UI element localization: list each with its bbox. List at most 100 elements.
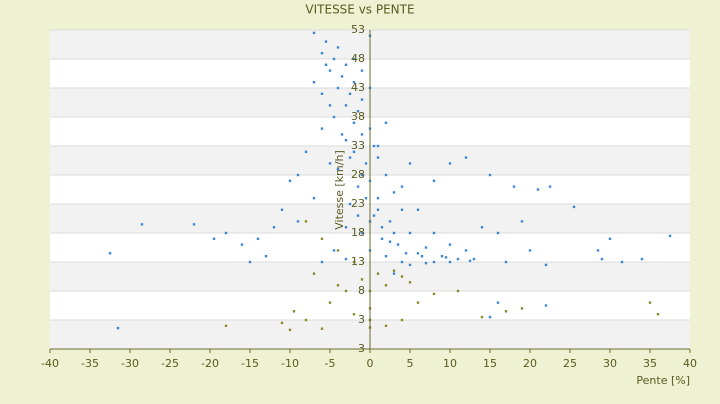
- point: [116, 326, 120, 330]
- point: [356, 185, 360, 188]
- point: [400, 260, 404, 264]
- point: [432, 231, 436, 235]
- point: [352, 150, 356, 153]
- point: [328, 104, 332, 107]
- x-tick-label: -15: [241, 357, 259, 370]
- point: [336, 249, 340, 252]
- point: [496, 301, 500, 304]
- point: [404, 252, 408, 255]
- point: [396, 243, 400, 246]
- point: [520, 220, 524, 223]
- point: [340, 75, 344, 78]
- y-tick-label: 38: [351, 110, 365, 123]
- point: [292, 310, 296, 313]
- x-tick-label: -25: [161, 357, 179, 370]
- point: [376, 144, 380, 148]
- point: [360, 278, 364, 281]
- x-tick-label: 15: [483, 357, 497, 370]
- point: [108, 252, 112, 255]
- x-tick-label: -20: [201, 357, 219, 370]
- point: [332, 115, 336, 119]
- y-tick-label: 13: [351, 255, 365, 268]
- point: [536, 188, 540, 191]
- point: [360, 173, 364, 177]
- y-tick-label: 48: [351, 52, 365, 65]
- point: [408, 231, 412, 235]
- point: [328, 162, 332, 165]
- point: [408, 162, 412, 165]
- point: [420, 255, 424, 258]
- axes: 338131823283338434853-40-35-30-25-20-15-…: [41, 23, 697, 370]
- point: [392, 272, 396, 275]
- point: [348, 202, 352, 206]
- point: [392, 191, 396, 194]
- point: [388, 220, 392, 223]
- point: [320, 52, 324, 55]
- point: [400, 318, 404, 322]
- point: [296, 220, 300, 223]
- point: [240, 243, 244, 246]
- point: [320, 260, 324, 264]
- point: [544, 263, 548, 267]
- point: [352, 81, 356, 84]
- point: [640, 257, 644, 261]
- y-tick-label: 43: [351, 81, 365, 94]
- point: [544, 304, 548, 307]
- point: [416, 208, 420, 211]
- point: [496, 231, 500, 235]
- point: [608, 237, 612, 240]
- point: [424, 246, 428, 249]
- point: [440, 255, 444, 258]
- point: [480, 315, 484, 319]
- point: [448, 162, 452, 165]
- point: [304, 220, 308, 223]
- point: [352, 57, 356, 61]
- point: [192, 223, 196, 226]
- point: [572, 205, 576, 209]
- x-tick-label: -40: [41, 357, 59, 370]
- x-tick-label: 5: [407, 357, 414, 370]
- point: [348, 156, 352, 159]
- point: [416, 301, 420, 304]
- point: [280, 208, 284, 211]
- x-tick-label: -30: [121, 357, 139, 370]
- x-tick-label: 30: [603, 357, 617, 370]
- point: [668, 234, 672, 238]
- point: [336, 46, 340, 49]
- point: [380, 237, 384, 240]
- point: [332, 249, 336, 252]
- point: [376, 272, 380, 275]
- point: [320, 127, 324, 130]
- point: [332, 57, 336, 61]
- point: [360, 231, 364, 235]
- point: [212, 237, 216, 240]
- point: [344, 257, 348, 261]
- x-tick-label: -35: [81, 357, 99, 370]
- point: [304, 318, 308, 322]
- x-tick-label: -10: [281, 357, 299, 370]
- point: [408, 263, 412, 267]
- point: [372, 144, 376, 148]
- point: [548, 185, 552, 188]
- point: [488, 315, 492, 319]
- point: [336, 284, 340, 287]
- point: [320, 237, 324, 240]
- y-tick-label: 53: [351, 23, 365, 36]
- point: [520, 307, 524, 310]
- point: [312, 81, 316, 84]
- x-tick-label: 35: [643, 357, 657, 370]
- point: [448, 243, 452, 246]
- point: [328, 69, 332, 72]
- point: [328, 301, 332, 304]
- point: [432, 292, 436, 296]
- point: [344, 226, 348, 229]
- point: [256, 237, 260, 240]
- point: [248, 260, 252, 264]
- y-tick-label: 33: [351, 139, 365, 152]
- point: [392, 231, 396, 235]
- point: [352, 313, 356, 316]
- point: [320, 92, 324, 95]
- x-tick-label: 10: [443, 357, 457, 370]
- point: [600, 257, 604, 261]
- point: [648, 301, 652, 304]
